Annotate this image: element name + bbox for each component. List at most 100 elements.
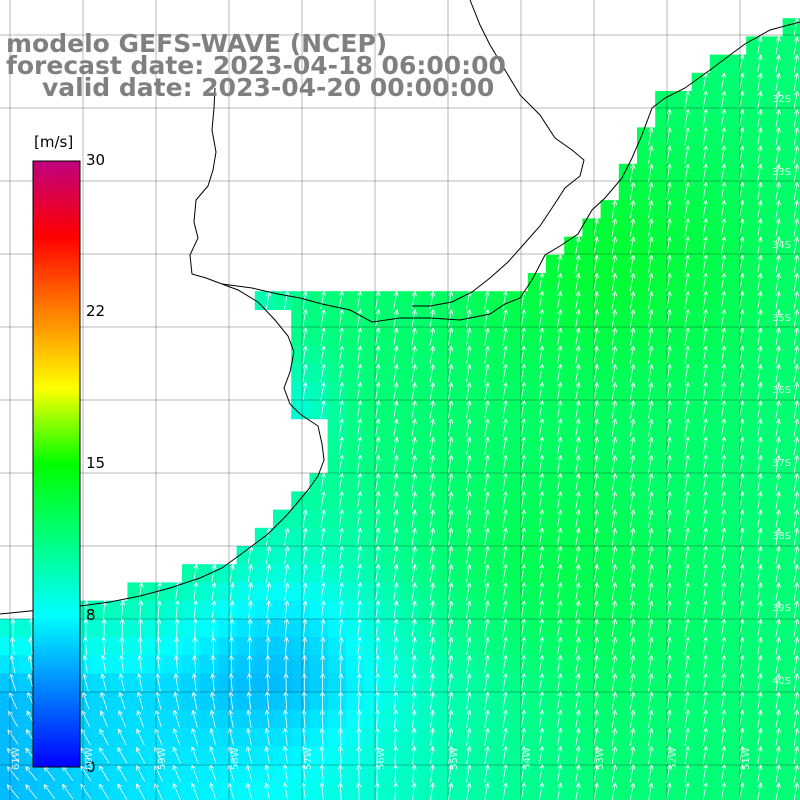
wind-speed-cell bbox=[418, 600, 438, 620]
wind-arrow bbox=[320, 564, 326, 583]
coastline-path bbox=[189, 21, 800, 323]
wind-speed-cell bbox=[0, 655, 19, 674]
wind-arrow bbox=[484, 727, 490, 747]
wind-arrow bbox=[209, 764, 217, 783]
wind-speed-cell bbox=[691, 254, 711, 274]
wind-arrow bbox=[684, 582, 690, 601]
wind-speed-cell bbox=[364, 345, 383, 365]
wind-speed-cell bbox=[728, 600, 747, 620]
wind-arrow bbox=[611, 527, 617, 546]
wind-speed-cell bbox=[182, 600, 201, 620]
wind-speed-cell bbox=[309, 382, 329, 401]
wind-arrow bbox=[135, 765, 146, 782]
wind-arrow bbox=[411, 454, 417, 474]
wind-speed-cell bbox=[764, 345, 784, 365]
wind-speed-cell bbox=[455, 691, 474, 711]
wind-arrow bbox=[611, 691, 617, 710]
wind-arrow bbox=[648, 327, 654, 346]
wind-arrow bbox=[393, 709, 399, 728]
wind-arrow bbox=[684, 491, 690, 510]
wind-arrow bbox=[629, 473, 636, 492]
upper-coastline-path bbox=[412, 0, 585, 307]
wind-arrow bbox=[520, 582, 526, 601]
wind-arrow bbox=[447, 727, 454, 747]
wind-speed-cell bbox=[782, 637, 800, 656]
wind-speed-cell bbox=[655, 309, 674, 329]
wind-arrow bbox=[502, 400, 508, 419]
wind-speed-cell bbox=[782, 382, 800, 401]
wind-speed-cell bbox=[145, 782, 165, 800]
wind-speed-cell bbox=[746, 345, 765, 365]
wind-speed-cell bbox=[491, 600, 511, 620]
wind-speed-cell bbox=[236, 673, 256, 693]
wind-arrow bbox=[611, 382, 617, 401]
wind-speed-cell bbox=[728, 200, 747, 219]
wind-speed-cell bbox=[546, 564, 565, 583]
wind-arrow bbox=[484, 691, 490, 710]
wind-arrow bbox=[411, 382, 417, 401]
wind-speed-cell bbox=[709, 145, 729, 165]
wind-arrow bbox=[302, 382, 308, 401]
wind-arrow bbox=[702, 345, 708, 364]
wind-speed-cell bbox=[491, 673, 511, 693]
wind-speed-cell bbox=[582, 582, 602, 602]
wind-arrow bbox=[520, 691, 526, 710]
wind-speed-cell bbox=[218, 782, 238, 800]
wind-speed-cell bbox=[782, 764, 800, 784]
wind-speed-cell bbox=[655, 218, 674, 238]
wind-arrow bbox=[538, 564, 545, 583]
wind-speed-cell bbox=[691, 327, 711, 347]
wind-speed-cell bbox=[618, 218, 638, 238]
wind-arrow bbox=[648, 400, 654, 419]
wind-speed-cell bbox=[782, 36, 800, 56]
wind-speed-cell bbox=[582, 400, 602, 420]
wind-speed-cell bbox=[728, 418, 747, 438]
wind-arrow bbox=[702, 673, 708, 692]
wind-arrow bbox=[775, 90, 781, 110]
wind-speed-cell bbox=[546, 600, 565, 620]
wind-speed-cell bbox=[728, 109, 747, 128]
wind-speed-cell bbox=[382, 527, 401, 547]
wind-arrow bbox=[411, 582, 417, 601]
wind-speed-cell bbox=[182, 782, 201, 800]
wind-speed-cell bbox=[709, 509, 729, 529]
wind-arrow bbox=[684, 127, 690, 146]
wind-speed-cell bbox=[163, 637, 183, 656]
wind-speed-cell bbox=[509, 582, 529, 602]
wind-arrow bbox=[593, 436, 599, 455]
wind-speed-cell bbox=[509, 436, 529, 456]
wind-speed-cell bbox=[418, 746, 438, 765]
wind-speed-cell bbox=[564, 764, 583, 784]
wind-arrow bbox=[648, 564, 654, 583]
wind-arrow bbox=[99, 710, 109, 728]
wind-speed-cell bbox=[382, 473, 401, 492]
wind-arrow bbox=[393, 545, 399, 565]
wind-speed-cell bbox=[691, 236, 711, 256]
wind-speed-cell bbox=[546, 709, 565, 729]
wind-speed-cell bbox=[746, 782, 765, 800]
wind-speed-cell bbox=[655, 400, 674, 420]
wind-speed-cell bbox=[145, 600, 165, 620]
wind-speed-cell bbox=[728, 182, 747, 201]
wind-speed-cell bbox=[163, 655, 183, 674]
wind-speed-cell bbox=[491, 309, 511, 329]
wind-speed-cell bbox=[491, 509, 511, 529]
wind-arrow bbox=[320, 491, 326, 510]
wind-arrow bbox=[374, 746, 380, 765]
wind-speed-cell bbox=[764, 127, 784, 147]
wind-arrow bbox=[684, 600, 690, 619]
wind-speed-cell bbox=[291, 600, 310, 620]
wind-speed-cell bbox=[473, 527, 492, 547]
wind-speed-cell bbox=[473, 600, 492, 620]
wind-speed-cell bbox=[746, 163, 765, 183]
wind-arrow bbox=[538, 363, 545, 383]
wind-speed-cell bbox=[746, 546, 765, 565]
wind-speed-cell bbox=[436, 327, 456, 347]
wind-speed-cell bbox=[418, 291, 438, 310]
wind-arrow bbox=[211, 564, 217, 583]
lon-label: 57W bbox=[303, 747, 314, 770]
wind-arrow bbox=[429, 527, 435, 546]
wind-speed-cell bbox=[637, 273, 656, 292]
wind-arrow bbox=[757, 382, 763, 401]
wind-arrow bbox=[172, 728, 181, 746]
